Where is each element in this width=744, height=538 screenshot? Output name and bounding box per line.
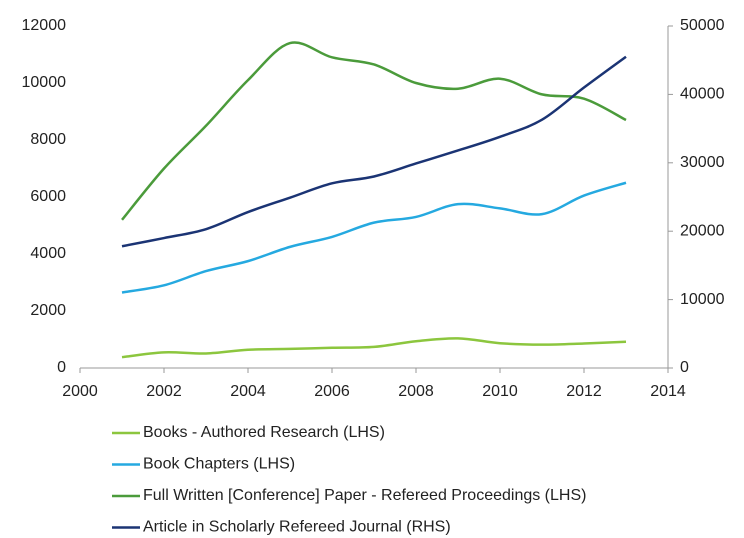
- y-tick-label: 8000: [30, 131, 66, 148]
- y-tick-label: 0: [57, 359, 66, 376]
- x-tick-label: 2012: [566, 383, 602, 400]
- y2-tick-label: 40000: [680, 86, 725, 103]
- legend-label: Book Chapters (LHS): [143, 456, 295, 473]
- series-line: [121, 41, 627, 221]
- y2-tick-label: 0: [680, 359, 689, 376]
- y2-tick-label: 20000: [680, 222, 725, 239]
- x-tick-label: 2000: [62, 383, 98, 400]
- y2-tick-label: 50000: [680, 17, 725, 34]
- x-tick-label: 2002: [146, 383, 182, 400]
- y2-tick-label: 30000: [680, 154, 725, 171]
- series-line: [121, 181, 627, 294]
- x-tick-label: 2014: [650, 383, 686, 400]
- y-tick-label: 6000: [30, 188, 66, 205]
- legend-label: Full Written [Conference] Paper - Refere…: [143, 487, 586, 504]
- legend-label: Article in Scholarly Refereed Journal (R…: [143, 519, 451, 536]
- y-tick-label: 12000: [22, 17, 67, 34]
- x-tick-label: 2010: [482, 383, 518, 400]
- series-line: [121, 337, 627, 359]
- series-line: [121, 55, 627, 248]
- y-tick-label: 10000: [22, 74, 67, 91]
- y2-tick-label: 10000: [680, 291, 725, 308]
- legend-label: Books - Authored Research (LHS): [143, 424, 385, 441]
- x-tick-label: 2008: [398, 383, 434, 400]
- y-tick-label: 4000: [30, 245, 66, 262]
- y-tick-label: 2000: [30, 302, 66, 319]
- x-tick-label: 2004: [230, 383, 266, 400]
- x-tick-label: 2006: [314, 383, 350, 400]
